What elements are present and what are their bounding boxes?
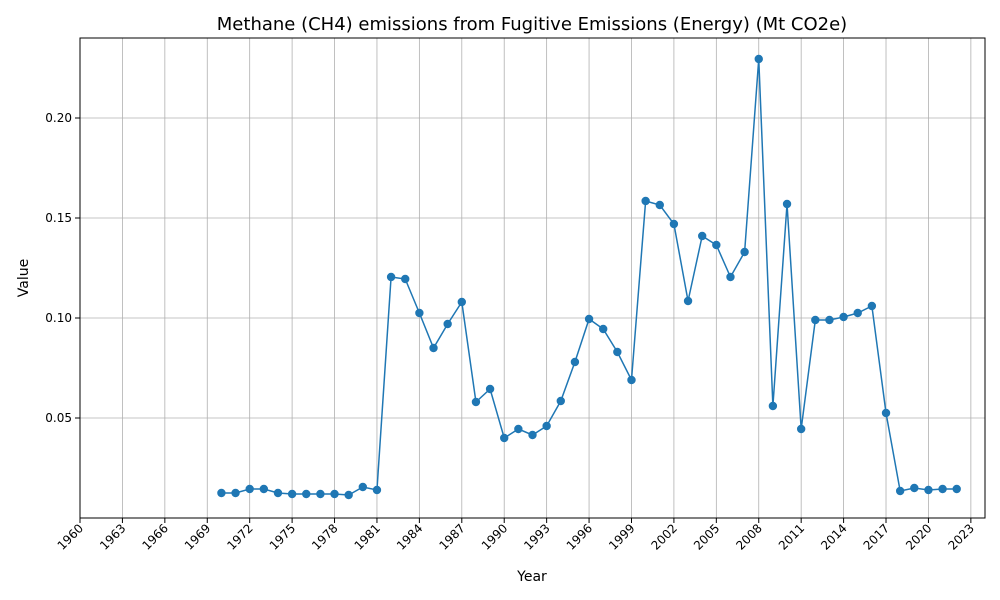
x-tick-label: 1966 (139, 521, 170, 552)
x-tick-label: 1969 (182, 521, 213, 552)
data-point (697, 231, 707, 241)
data-point (952, 484, 961, 494)
x-tick-label: 2002 (649, 521, 680, 552)
data-point (655, 200, 664, 210)
plot-frame (79, 37, 986, 519)
x-tick-label: 1972 (224, 521, 255, 552)
data-point (796, 424, 806, 434)
data-point (457, 297, 466, 307)
data-point (740, 247, 749, 257)
x-tick-label: 2008 (733, 521, 764, 552)
y-axis-title: Value (16, 259, 32, 297)
data-point (754, 54, 763, 64)
y-tick-label: 0.15 (45, 211, 72, 225)
grid (79, 38, 985, 518)
x-tick-label: 1993 (521, 521, 552, 552)
axes (79, 37, 986, 519)
data-point (302, 489, 311, 499)
data-point (782, 199, 792, 209)
data-point (613, 347, 622, 357)
data-point (259, 484, 269, 494)
series-layer (217, 54, 961, 500)
x-tick-label: 1978 (309, 521, 340, 552)
data-point (528, 430, 537, 440)
x-axis-title: Year (516, 569, 547, 585)
data-point (556, 396, 565, 406)
data-point (584, 314, 594, 324)
data-point (825, 315, 834, 325)
x-tick-label: 2011 (776, 521, 807, 552)
data-point (330, 489, 339, 499)
data-point (344, 490, 353, 500)
data-point (881, 408, 891, 418)
x-tick-label: 2017 (861, 521, 892, 552)
x-tick-label: 2005 (691, 521, 722, 552)
x-tick-label: 1990 (479, 521, 510, 552)
data-point (712, 240, 721, 250)
data-point (570, 357, 580, 367)
data-point (853, 308, 862, 318)
data-point (726, 272, 735, 282)
data-point (372, 485, 382, 495)
data-point (273, 488, 283, 498)
data-point (443, 319, 452, 329)
data-point (839, 312, 848, 322)
y-axis-ticks: 0.05 0.10 0.15 0.20 (45, 111, 80, 425)
x-tick-label: 1963 (97, 521, 128, 552)
y-tick-label: 0.10 (45, 311, 72, 325)
data-point (895, 486, 905, 496)
data-point (924, 485, 933, 495)
data-point (500, 433, 509, 443)
data-point (768, 401, 778, 411)
x-tick-label: 1999 (606, 521, 637, 552)
x-tick-label: 2023 (945, 521, 976, 552)
data-point (415, 308, 424, 318)
x-tick-label: 1981 (352, 521, 383, 552)
y-tick-label: 0.20 (45, 111, 72, 125)
data-point (627, 375, 636, 385)
data-point (910, 483, 919, 493)
data-point (471, 397, 481, 407)
data-point (217, 488, 226, 498)
y-tick-label: 0.05 (45, 411, 72, 425)
data-point (231, 488, 240, 498)
data-point (867, 301, 877, 311)
data-point (514, 424, 523, 434)
data-point (599, 324, 608, 334)
data-point (316, 489, 325, 499)
x-tick-label: 1987 (436, 521, 467, 552)
data-point (358, 482, 368, 492)
data-point (641, 196, 650, 206)
data-point (938, 484, 947, 494)
data-point (429, 343, 438, 353)
data-point (386, 272, 396, 282)
data-point (542, 421, 551, 431)
data-point (683, 296, 693, 306)
x-tick-label: 1975 (267, 521, 298, 552)
data-point (401, 274, 410, 284)
data-point (669, 219, 679, 229)
x-tick-label: 2014 (818, 521, 849, 552)
x-tick-label: 2020 (903, 521, 934, 552)
data-point (485, 384, 495, 394)
data-point (811, 315, 820, 325)
x-tick-label: 1996 (564, 521, 595, 552)
chart-title: Methane (CH4) emissions from Fugitive Em… (217, 14, 847, 35)
x-axis-ticks: 1960 1963 1966 1969 1972 1975 1978 1981 1984 1987… (55, 518, 977, 553)
data-point (287, 489, 297, 499)
x-tick-label: 1960 (55, 521, 86, 552)
x-tick-label: 1984 (394, 521, 425, 552)
data-point (245, 484, 254, 494)
